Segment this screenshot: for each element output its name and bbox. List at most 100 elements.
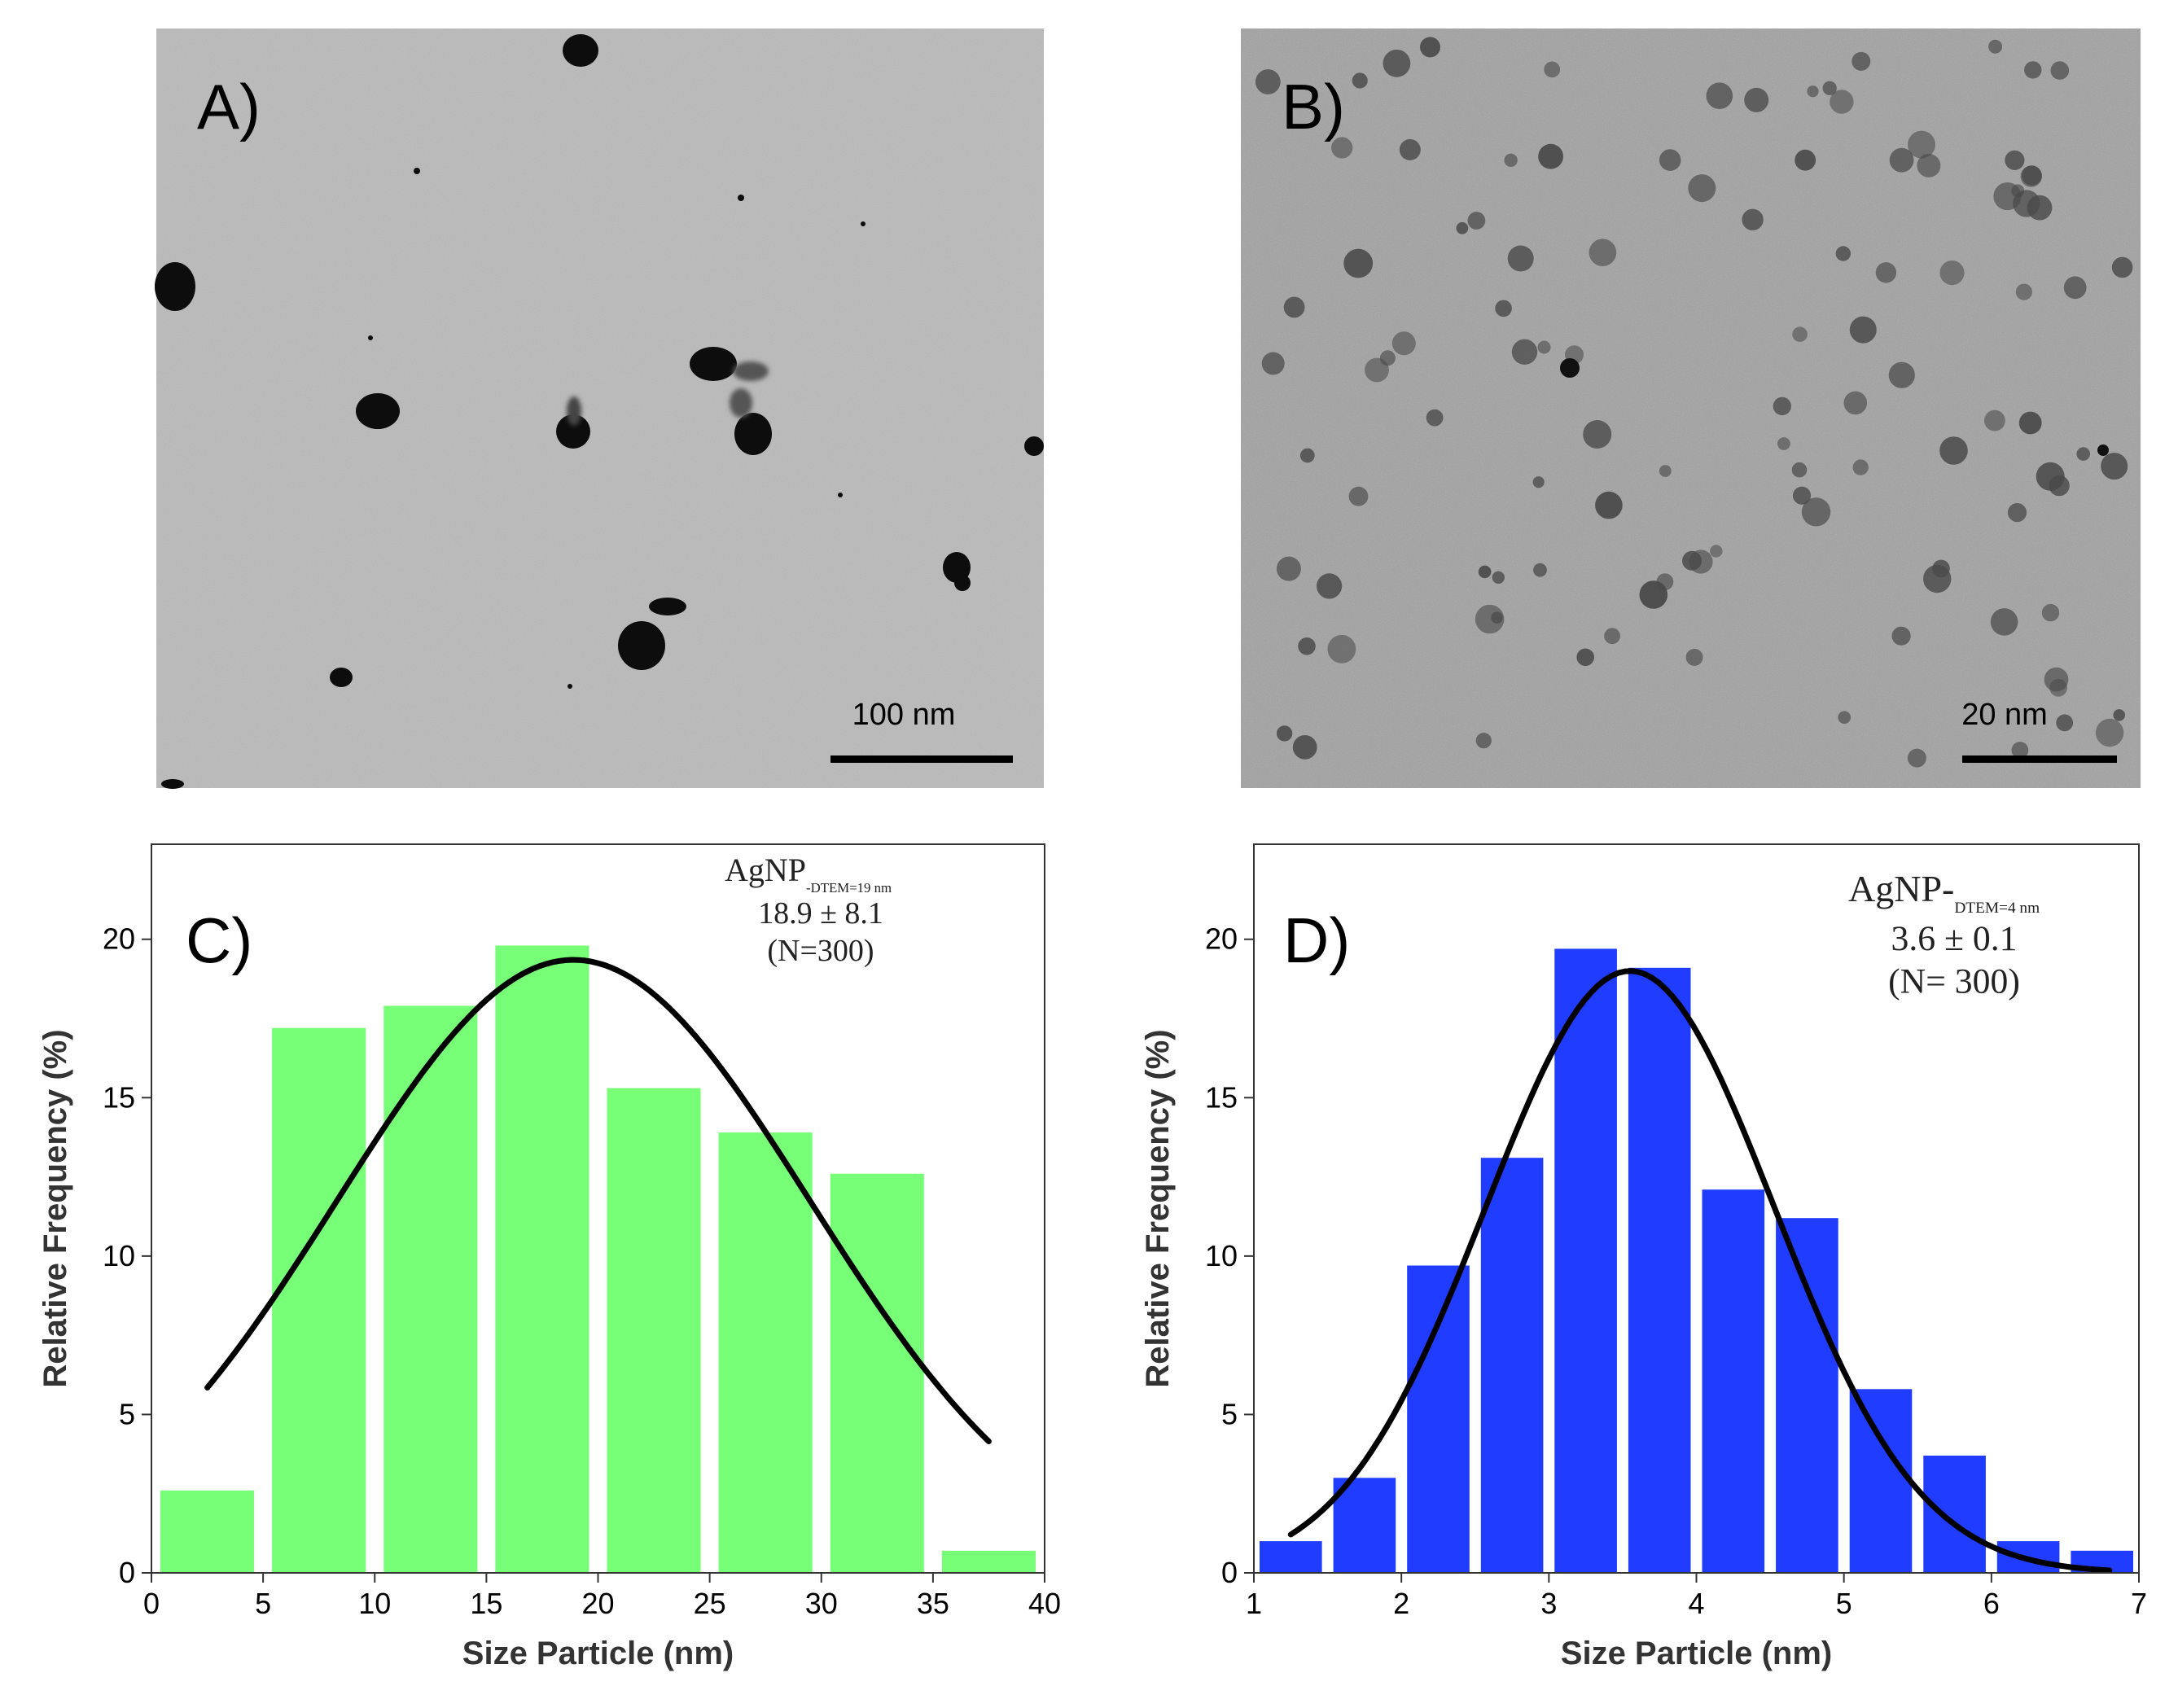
nanoparticle [618, 621, 665, 670]
nanoparticle [1710, 545, 1723, 558]
panel-b-grain [1241, 28, 2141, 788]
y-tick-label: 20 [1205, 922, 1238, 956]
nanoparticle [1511, 339, 1538, 365]
nanoparticle [2101, 453, 2128, 480]
histogram-bar [272, 1027, 366, 1573]
nanoparticle [414, 168, 420, 174]
nanoparticle [1706, 82, 1733, 109]
gaussian-fit-curve [204, 957, 992, 1444]
nanoparticle [1576, 648, 1594, 667]
histogram-bar [1480, 1158, 1544, 1573]
histogram-bar [718, 1132, 813, 1573]
chart-d: 1 2 3 4 5 6 7 0 5 10 15 20 Size Particle (nm) Relativ… [1140, 843, 2147, 1671]
nanoparticle [2097, 445, 2109, 456]
y-tick-label: 0 [119, 1556, 135, 1589]
panel-label: C) [186, 904, 252, 976]
nanoparticle [1792, 486, 1812, 505]
nanoparticle [649, 598, 686, 615]
annotation-subscript: -DTEM=19 nm [806, 880, 892, 896]
nanoparticle [2076, 447, 2090, 461]
nanoparticle [1595, 491, 1623, 519]
y-tick-label: 15 [103, 1080, 135, 1114]
nanoparticle [1426, 409, 1444, 427]
annotation-subscript: DTEM=4 nm [1954, 900, 2040, 917]
x-tick-label: 2 [1393, 1587, 1409, 1620]
nanoparticle-halo [567, 396, 581, 426]
histogram-bar [495, 945, 589, 1573]
histogram-bar [1702, 1189, 1765, 1573]
nanoparticle [1849, 316, 1877, 344]
nanoparticle [1838, 711, 1851, 724]
nanoparticle [1801, 497, 1831, 527]
nanoparticle [1990, 608, 2018, 636]
annotation-title: AgNP-DTEM=19 nm [725, 852, 892, 896]
y-tick-label: 5 [119, 1397, 135, 1430]
histogram-bar [383, 1005, 478, 1573]
nanoparticle [2041, 603, 2060, 622]
x-tick-label: 1 [1246, 1587, 1262, 1620]
nanoparticle [1682, 550, 1702, 571]
gaussian-fit-curve [1287, 968, 2113, 1574]
histogram-bar [160, 1490, 255, 1573]
x-tick-label: 30 [805, 1587, 838, 1620]
nanoparticle [2027, 195, 2053, 221]
nanoparticle [1560, 358, 1580, 378]
nanoparticle [1907, 748, 1926, 768]
nanoparticle [1888, 361, 1915, 388]
x-tick-label: 25 [694, 1587, 726, 1620]
histogram-bar [1407, 1265, 1470, 1573]
nanoparticle [1835, 246, 1851, 261]
x-axis-label: Size Particle (nm) [462, 1636, 734, 1671]
nanoparticle [368, 335, 373, 340]
nanoparticle [1875, 262, 1897, 283]
x-tick-label: 6 [1983, 1587, 2000, 1620]
x-tick-label: 5 [255, 1587, 271, 1620]
nanoparticle [2015, 283, 2032, 300]
nanoparticle [1939, 261, 1965, 286]
histogram-bar [830, 1173, 924, 1573]
panel-a-label: A) [197, 71, 261, 142]
nanoparticle [1352, 72, 1368, 89]
nanoparticle [1852, 51, 1871, 71]
nanoparticle [563, 34, 598, 67]
nanoparticle [1792, 326, 1808, 343]
histogram-bar [1923, 1456, 1986, 1573]
nanoparticle [1456, 221, 1469, 234]
x-tick-label: 3 [1540, 1587, 1557, 1620]
x-tick-label: 0 [143, 1587, 160, 1620]
nanoparticle [1261, 352, 1285, 375]
nanoparticle [838, 493, 843, 497]
panel-label: D) [1283, 904, 1350, 976]
nanoparticle [1538, 143, 1563, 169]
x-tick-label: 40 [1028, 1587, 1061, 1620]
nanoparticle [1343, 248, 1374, 278]
panel-b-nanoparticles [1255, 37, 2133, 768]
nanoparticle [1504, 153, 1518, 167]
nanoparticle [1365, 357, 1389, 383]
nanoparticle [556, 414, 590, 449]
chart-c: 0 5 10 15 20 25 30 35 40 0 5 10 15 20 Size Particle (n… [37, 843, 1061, 1671]
histogram-bar [1333, 1478, 1396, 1573]
nanoparticle [1583, 420, 1612, 449]
nanoparticle [1988, 39, 2003, 54]
nanoparticle [1984, 409, 2005, 431]
histogram-bar [1776, 1218, 1838, 1573]
nanoparticle [1830, 90, 1854, 114]
nanoparticle [1420, 37, 1440, 58]
nanoparticle [1276, 556, 1301, 581]
x-tick-label: 4 [1688, 1587, 1704, 1620]
nanoparticle [1852, 459, 1869, 475]
nanoparticle [734, 413, 772, 455]
y-tick-label: 0 [1221, 1556, 1238, 1589]
nanoparticle [1773, 396, 1791, 416]
nanoparticle [1299, 448, 1315, 463]
nanoparticle [2011, 742, 2029, 759]
x-tick-label: 5 [1836, 1587, 1852, 1620]
annotation-title: AgNP-DTEM=4 nm [1848, 868, 2040, 917]
histogram-bar [1849, 1389, 1913, 1573]
nanoparticle [954, 575, 971, 591]
nanoparticle [1533, 563, 1547, 577]
y-tick-label: 15 [1205, 1080, 1238, 1114]
histogram-bar [1554, 948, 1617, 1573]
y-tick-label: 5 [1221, 1397, 1238, 1430]
